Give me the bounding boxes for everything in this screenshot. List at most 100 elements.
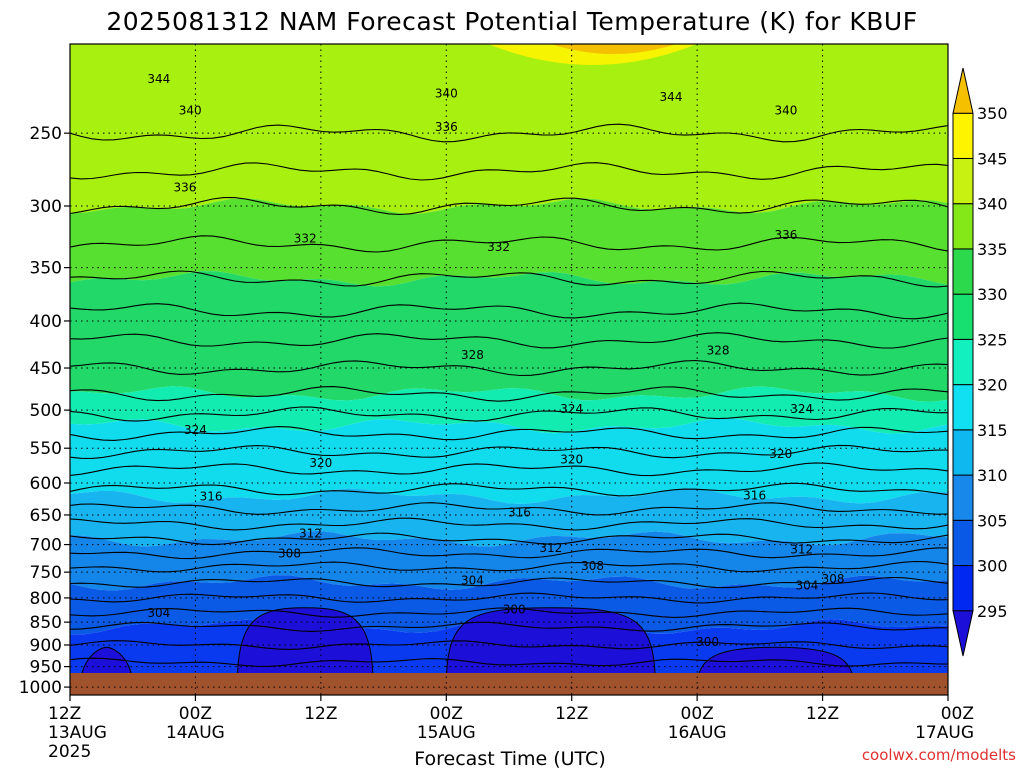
y-tick-label: 250	[30, 124, 62, 144]
x-tick-label: 15AUG	[417, 723, 476, 743]
contour-line-24	[69, 640, 949, 650]
contour-line-2	[69, 162, 949, 181]
y-tick-label: 950	[30, 658, 62, 678]
colorbar-label: 330	[977, 285, 1008, 304]
theta-band-320	[70, 417, 948, 504]
contour-line-6	[69, 302, 949, 320]
colorbar-label: 350	[977, 104, 1008, 123]
colorbar-label: 295	[977, 602, 1008, 621]
contour-label: 344	[660, 90, 683, 104]
contour-line-25	[69, 657, 949, 667]
contour-label: 340	[435, 86, 458, 100]
contour-label: 308	[581, 559, 604, 573]
plot-area: 344 340 336 340 336 344 340 332 332 336 328 328 324 3…	[69, 43, 949, 696]
y-tick-label: 750	[30, 563, 62, 583]
colorbar-segment	[952, 338, 974, 386]
contour-label: 344	[147, 72, 170, 86]
colorbar-segment	[952, 474, 974, 521]
contour-label: 320	[309, 456, 332, 470]
y-tick-label: 850	[30, 613, 62, 633]
contour-line-22	[69, 607, 949, 618]
y-tick-label: 900	[30, 636, 62, 656]
contour-label: 300	[696, 635, 719, 649]
x-tick-label: 2025	[48, 742, 91, 762]
colorbar-label: 325	[977, 330, 1008, 349]
contour-label: 324	[184, 423, 207, 437]
contour-lines	[69, 123, 949, 667]
contour-label: 336	[775, 228, 798, 242]
colorbar-label: 300	[977, 557, 1008, 576]
contour-label: 312	[539, 541, 562, 555]
contour-label: 336	[435, 120, 458, 134]
contour-label: 328	[707, 343, 730, 357]
contour-label: 336	[174, 180, 197, 194]
contour-label: 340	[179, 104, 202, 118]
x-tick-label: 14AUG	[166, 723, 225, 743]
y-tick-label: 800	[30, 589, 62, 609]
contour-line-10	[69, 406, 948, 422]
contour-label: 340	[775, 104, 798, 118]
contour-labels: 344 340 336 340 336 344 340 332 332 336 328 328 324 3…	[147, 72, 845, 649]
y-tick-label: 650	[30, 506, 62, 526]
contour-line-3	[69, 197, 949, 216]
contour-label: 332	[487, 240, 510, 254]
contour-label: 320	[560, 452, 583, 466]
y-tick-label: 400	[30, 312, 62, 332]
y-tick-label: 600	[30, 474, 62, 494]
colorbar-segment	[952, 384, 974, 431]
theta-band-336	[70, 198, 948, 287]
colorbar-label: 335	[977, 240, 1008, 259]
colorbar-segment	[952, 519, 974, 567]
theta-band-310	[70, 530, 948, 591]
warm-region-350	[550, 44, 677, 54]
colorbar-segment-highest	[952, 67, 974, 114]
x-tick-label: 12Z	[555, 704, 588, 724]
contour-label: 312	[299, 526, 322, 540]
contour-label: 332	[294, 231, 317, 245]
colorbar-segment	[952, 565, 974, 612]
contour-label: 308	[822, 572, 845, 586]
contour-label: 300	[503, 602, 526, 616]
colorbar-segment	[952, 157, 974, 205]
contour-line-18	[69, 547, 948, 560]
contour-line-17	[69, 532, 949, 546]
contour-line-7	[69, 332, 949, 349]
colorbar-segment	[952, 203, 974, 250]
colorbar-segment	[952, 112, 974, 159]
x-tick-label: 16AUG	[668, 723, 727, 743]
contour-line-1	[69, 123, 949, 143]
contour-label: 304	[147, 606, 170, 620]
y-tick-label: 300	[30, 197, 62, 217]
x-tick-label: 00Z	[681, 704, 714, 724]
colorbar-segment	[952, 293, 974, 340]
x-axis-title: Forecast Time (UTC)	[414, 748, 605, 768]
y-tick-label: 700	[30, 536, 62, 556]
contour-line-4	[69, 235, 949, 253]
x-tick-label: 13AUG	[48, 723, 107, 743]
x-tick-label: 17AUG	[915, 723, 974, 743]
contour-line-11	[69, 426, 949, 441]
contour-label: 316	[743, 488, 766, 502]
contour-label: 328	[461, 348, 484, 362]
colorbar-label: 320	[977, 376, 1008, 395]
contour-label: 324	[790, 402, 813, 416]
colorbar-segment	[952, 429, 974, 476]
colorbar: 295 300 305 310 315 320 325 330 335 340 345 350	[952, 67, 1008, 657]
y-axis: 250 300 350 400 450 500 550 600 650 700 750 800 850 9…	[19, 124, 70, 698]
theta-band-340	[70, 44, 948, 214]
y-tick-label: 500	[30, 401, 62, 421]
contour-line-16	[69, 517, 949, 531]
contour-label: 308	[278, 547, 301, 561]
contour-line-13	[69, 462, 949, 477]
colorbar-label: 345	[977, 149, 1008, 168]
theta-band-315	[70, 488, 948, 547]
chart-title: 2025081312 NAM Forecast Potential Temper…	[106, 7, 917, 36]
cold-pools	[79, 607, 855, 688]
contour-line-12	[69, 444, 948, 459]
theta-band-325	[70, 386, 948, 434]
colorbar-segment-lowest	[952, 610, 974, 657]
contour-line-19	[69, 560, 949, 573]
contour-label: 304	[795, 579, 818, 593]
